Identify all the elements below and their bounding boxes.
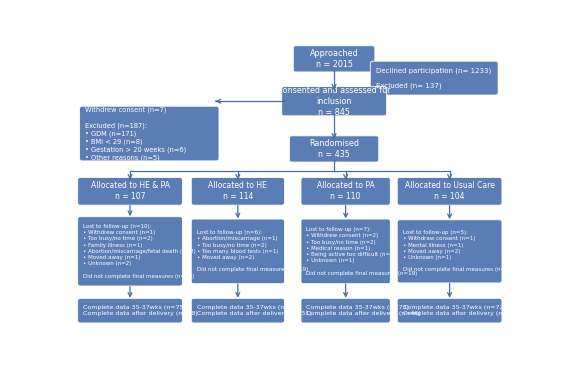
Text: Lost to follow-up (n=6):
• Abortion/miscarriage (n=1)
• Too busy/no time (n=2)
•: Lost to follow-up (n=6): • Abortion/misc… bbox=[197, 230, 308, 273]
Text: Complete data 35-37wks (n=72)
Complete data after delivery (n=41): Complete data 35-37wks (n=72) Complete d… bbox=[403, 305, 517, 316]
FancyBboxPatch shape bbox=[301, 219, 390, 284]
Text: Approached
n = 2015: Approached n = 2015 bbox=[310, 49, 358, 69]
Text: Allocated to HE
n = 114: Allocated to HE n = 114 bbox=[209, 181, 267, 201]
Text: Declined participation (n= 1233)

Excluded (n= 137): Declined participation (n= 1233) Exclude… bbox=[376, 67, 491, 89]
FancyBboxPatch shape bbox=[78, 298, 183, 323]
Text: Complete data 35-37wks (n=75)
Complete data after delivery (n=48): Complete data 35-37wks (n=75) Complete d… bbox=[83, 305, 198, 316]
FancyBboxPatch shape bbox=[293, 46, 375, 72]
Text: Allocated to HE & PA
n = 107: Allocated to HE & PA n = 107 bbox=[91, 181, 170, 201]
FancyBboxPatch shape bbox=[370, 61, 498, 95]
FancyBboxPatch shape bbox=[191, 298, 285, 323]
FancyBboxPatch shape bbox=[191, 177, 285, 205]
FancyBboxPatch shape bbox=[301, 298, 390, 323]
Text: Lost to follow-up (n=7):
• Withdrew consent (n=2)
• Too busy/no time (n=2)
• Med: Lost to follow-up (n=7): • Withdrew cons… bbox=[306, 227, 418, 276]
FancyBboxPatch shape bbox=[78, 177, 183, 205]
FancyBboxPatch shape bbox=[79, 106, 219, 161]
Text: Consented and assessed for
inclusion
n = 845: Consented and assessed for inclusion n =… bbox=[277, 86, 391, 117]
Text: Complete data 35-37wks (n=80)
Complete data after delivery (n=51): Complete data 35-37wks (n=80) Complete d… bbox=[197, 305, 311, 316]
FancyBboxPatch shape bbox=[289, 136, 379, 162]
FancyBboxPatch shape bbox=[397, 177, 502, 205]
Text: Lost to follow-up (n=10):
• Withdrew consent (n=1)
• Too busy/no time (n=2)
• Fa: Lost to follow-up (n=10): • Withdrew con… bbox=[83, 224, 196, 279]
FancyBboxPatch shape bbox=[397, 220, 502, 283]
Text: Allocated to PA
n = 110: Allocated to PA n = 110 bbox=[317, 181, 375, 201]
Text: Withdrew consent (n=7)

Excluded (n=187):
• GDM (n=171)
• BMI < 29 (n=8)
• Gesta: Withdrew consent (n=7) Excluded (n=187):… bbox=[85, 106, 186, 160]
FancyBboxPatch shape bbox=[301, 177, 390, 205]
Text: Randomised
n = 435: Randomised n = 435 bbox=[309, 139, 359, 159]
FancyBboxPatch shape bbox=[282, 87, 387, 116]
FancyBboxPatch shape bbox=[191, 219, 285, 284]
FancyBboxPatch shape bbox=[78, 217, 183, 286]
FancyBboxPatch shape bbox=[397, 298, 502, 323]
Text: Lost to follow-up (n=5):
• Withdraw consent (n=1)
• Mental illness (n=1)
• Moved: Lost to follow-up (n=5): • Withdraw cons… bbox=[403, 230, 514, 273]
Text: Complete data 35-37wks (n=73)
Complete data after delivery (n=46): Complete data 35-37wks (n=73) Complete d… bbox=[306, 305, 421, 316]
Text: Allocated to Usual Care
n = 104: Allocated to Usual Care n = 104 bbox=[405, 181, 494, 201]
